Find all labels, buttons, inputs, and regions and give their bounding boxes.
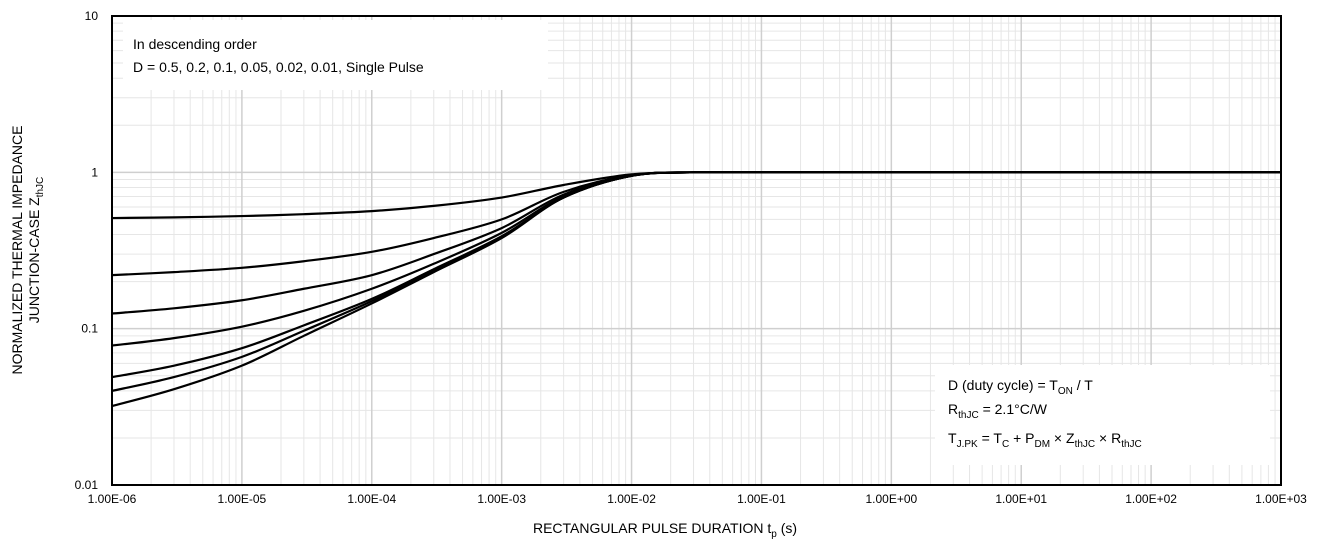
x-tick-label: 1.00E-06 — [88, 492, 137, 506]
y-tick-label: 1 — [91, 165, 98, 179]
grid-minor — [112, 16, 1281, 485]
annotation-rthjc: RthJC = 2.1°C/W — [948, 401, 1048, 421]
annotation-duty-cycle: D (duty cycle) = TON / T — [948, 377, 1093, 397]
y-tick-labels: 0.01 0.1 1 10 — [75, 9, 99, 492]
annotation-tjpk-formula: TJ.PK = TC + PDM × ZthJC × RthJC — [948, 430, 1142, 450]
x-tick-labels: 1.00E-06 1.00E-05 1.00E-04 1.00E-03 1.00E-02… — [88, 492, 1308, 506]
x-tick-label: 1.00E-01 — [737, 492, 786, 506]
annotation-top-line1: In descending order — [133, 36, 257, 52]
y-tick-label: 0.1 — [81, 322, 98, 336]
annotation-top-line2: D = 0.5, 0.2, 0.1, 0.05, 0.02, 0.01, Sin… — [133, 59, 424, 75]
annotation-bottom-box — [935, 365, 1270, 465]
x-tick-label: 1.00E+02 — [1125, 492, 1177, 506]
y-tick-label: 0.01 — [75, 478, 99, 492]
x-tick-label: 1.00E+03 — [1255, 492, 1307, 506]
y-axis-title-line1: NORMALIZED THERMAL IMPEDANCE — [9, 126, 25, 375]
y-tick-label: 10 — [85, 9, 99, 23]
y-axis-title-line2: JUNCTION-CASE ZthJC — [26, 177, 46, 324]
x-axis-title: RECTANGULAR PULSE DURATION tp (s) — [533, 520, 797, 540]
x-tick-label: 1.00E-05 — [218, 492, 267, 506]
series-line-D-single-pulse — [111, 170, 1281, 408]
x-tick-label: 1.00E-02 — [607, 492, 656, 506]
series-group — [111, 170, 1281, 408]
plot-frame — [111, 15, 1282, 486]
x-tick-label: 1.00E-04 — [347, 492, 396, 506]
x-tick-label: 1.00E+00 — [865, 492, 917, 506]
x-tick-label: 1.00E-03 — [477, 492, 526, 506]
x-tick-label: 1.00E+01 — [995, 492, 1047, 506]
annotation-top-box — [123, 20, 548, 90]
